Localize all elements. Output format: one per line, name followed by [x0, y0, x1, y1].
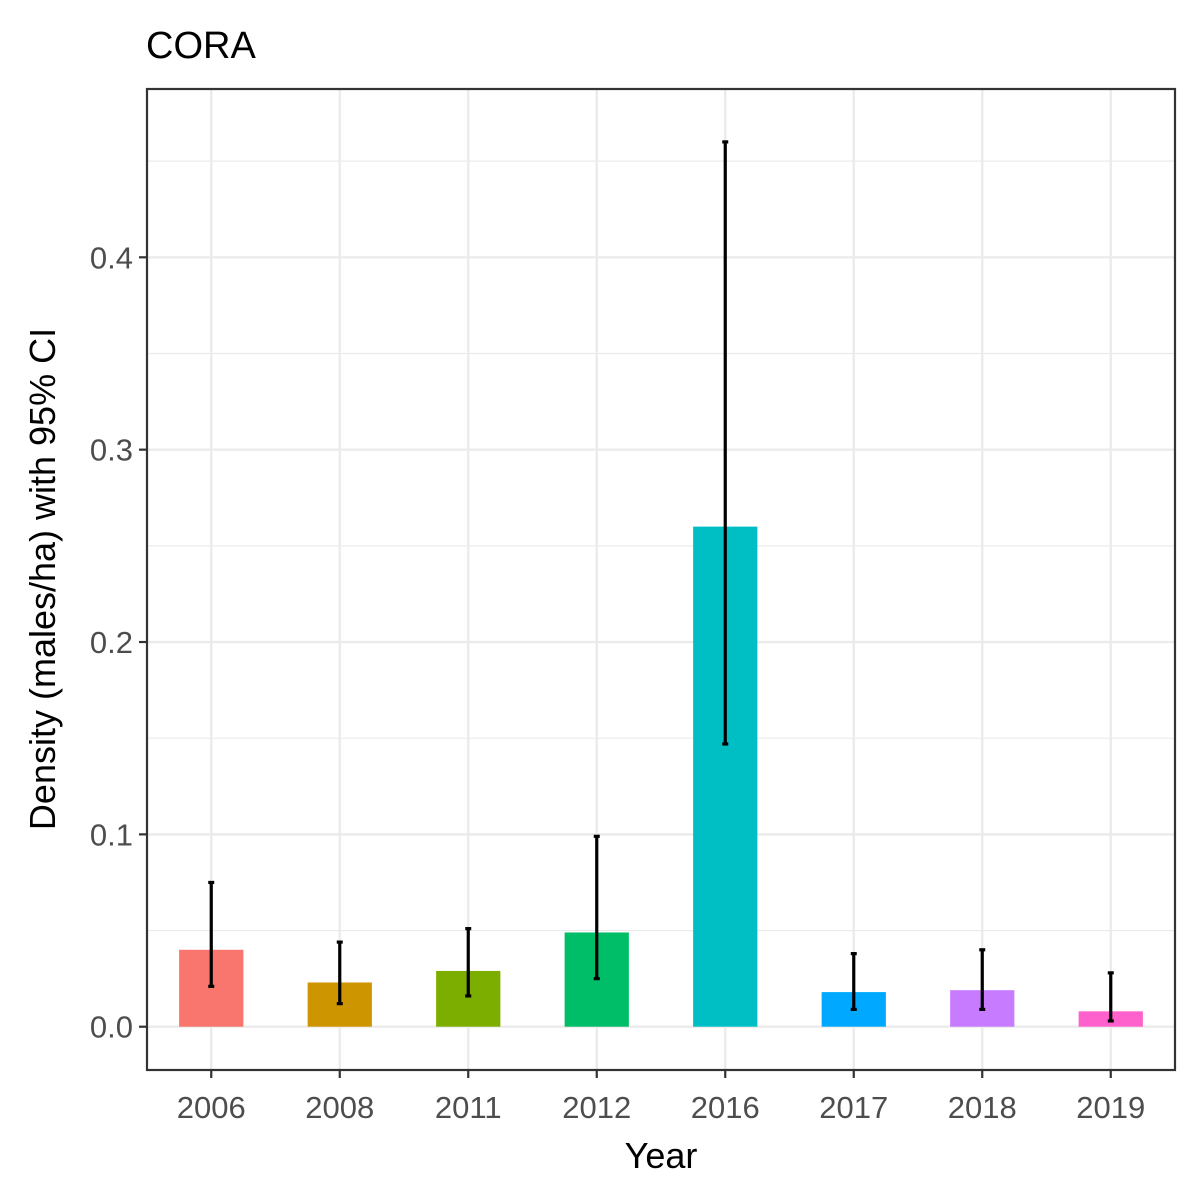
error-bar-2006 [208, 880, 215, 988]
bars [179, 526, 1143, 1027]
x-tick-label: 2016 [691, 1090, 760, 1125]
error-bar-2016 [722, 140, 729, 746]
x-tick-label: 2011 [435, 1090, 502, 1125]
error-bar-2012 [593, 834, 600, 981]
grid-lines [147, 89, 1175, 1070]
y-tick-label: 0.0 [90, 1010, 133, 1045]
chart-title: CORA [146, 25, 256, 67]
error-bar-2011 [465, 927, 472, 998]
y-tick-label: 0.4 [90, 240, 133, 275]
error-bar-2018 [979, 948, 986, 1012]
x-tick-label: 2008 [305, 1090, 374, 1125]
plot-panel-border [145, 87, 1177, 1072]
error-bar-2019 [1107, 971, 1114, 1023]
x-tick-label: 2006 [177, 1090, 246, 1125]
error-bars [208, 140, 1114, 1023]
error-bar-2017 [850, 952, 857, 1012]
y-axis-title: Density (males/ha) with 95% CI [22, 328, 63, 830]
x-tick-label: 2017 [819, 1090, 888, 1125]
x-axis: 2006 2008 2011 2012 2016 2017 2018 2019 [177, 1070, 1145, 1125]
plot-background [147, 89, 1175, 1070]
y-tick-label: 0.1 [90, 817, 133, 852]
x-tick-label: 2012 [562, 1090, 631, 1125]
y-tick-label: 0.2 [90, 625, 133, 660]
x-tick-label: 2018 [948, 1090, 1017, 1125]
x-axis-title: Year [625, 1135, 698, 1176]
y-tick-label: 0.3 [90, 433, 133, 468]
error-bar-2008 [336, 940, 343, 1006]
x-tick-label: 2019 [1076, 1090, 1145, 1125]
y-axis: 0.0 0.1 0.2 0.3 0.4 [90, 240, 147, 1045]
